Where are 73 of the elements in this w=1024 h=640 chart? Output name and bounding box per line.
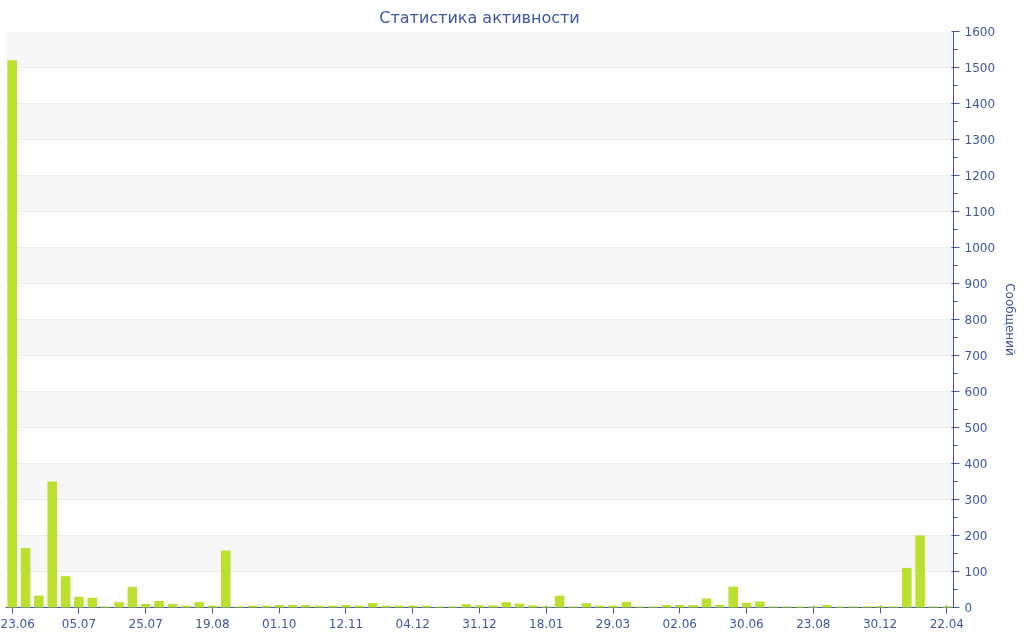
bar [581, 603, 592, 608]
bar [688, 604, 698, 608]
bar [674, 604, 685, 608]
y-tick-label: 1500 [964, 61, 996, 75]
bar [140, 603, 151, 608]
bar [20, 548, 31, 608]
y-tick-label: 600 [964, 385, 988, 399]
y-axis-title: Сообщений [1003, 283, 1018, 356]
y-tick-label: 1000 [964, 241, 996, 255]
bar [194, 602, 204, 608]
bar [287, 604, 298, 608]
x-tick-label: 19.08 [195, 616, 230, 631]
bar [474, 605, 485, 608]
bar [821, 604, 832, 608]
x-tick-label: 04.12 [395, 616, 430, 631]
bar [915, 535, 925, 608]
bar [127, 586, 138, 608]
x-tick-label: 18.01 [529, 616, 564, 631]
y-tick-label: 0 [964, 601, 973, 615]
bar [367, 603, 378, 608]
bar [715, 604, 725, 608]
bar [501, 602, 512, 608]
bar [661, 604, 672, 608]
bar [901, 567, 912, 608]
y-tick-label: 1300 [964, 133, 996, 147]
bar [514, 603, 525, 608]
x-tick-label: 05.07 [61, 616, 97, 631]
bar [554, 595, 565, 608]
x-tick-label: 23.06 [0, 616, 35, 631]
bar [221, 550, 231, 608]
y-tick-label: 800 [964, 313, 988, 327]
bar [301, 604, 311, 608]
y-tick-label: 1400 [964, 97, 996, 111]
x-tick-label: 30.12 [862, 616, 898, 631]
bar [74, 596, 84, 608]
chart-title: Статистика активности [379, 7, 580, 27]
y-tick-label: 1100 [964, 205, 996, 219]
bar [154, 601, 164, 608]
x-tick-label: 02.06 [662, 616, 697, 631]
bar [701, 598, 712, 608]
bar [461, 604, 471, 608]
bar [114, 602, 124, 608]
bar [60, 576, 71, 608]
x-tick-label: 30.06 [729, 616, 764, 631]
y-tick-label: 100 [964, 565, 988, 579]
y-tick-label: 500 [964, 421, 988, 435]
bar [274, 604, 285, 608]
x-tick-label: 12.11 [328, 616, 364, 631]
bar [528, 605, 538, 608]
y-tick-label: 1600 [964, 25, 996, 39]
y-tick-label: 700 [964, 349, 988, 363]
bar [341, 604, 351, 608]
bar [728, 586, 738, 608]
x-tick-label: 29.03 [595, 616, 631, 631]
bar [167, 603, 178, 608]
bar [741, 602, 752, 608]
bar [7, 60, 17, 608]
x-tick-label: 25.07 [128, 616, 163, 631]
y-tick-label: 1200 [964, 169, 996, 183]
bar [621, 601, 632, 608]
bar [755, 601, 765, 608]
y-tick-label: 900 [964, 277, 988, 291]
y-tick-label: 200 [964, 529, 988, 543]
x-tick-label: 01.10 [262, 616, 297, 631]
bar [34, 595, 44, 608]
x-tick-label: 23.08 [796, 616, 831, 631]
y-tick-label: 300 [964, 493, 988, 507]
x-tick-label: 22.04 [929, 616, 965, 631]
y-tick-label: 400 [964, 457, 988, 471]
bar [87, 597, 98, 608]
bar [47, 481, 58, 608]
bar [488, 605, 498, 608]
x-tick-label: 31.12 [462, 616, 497, 631]
